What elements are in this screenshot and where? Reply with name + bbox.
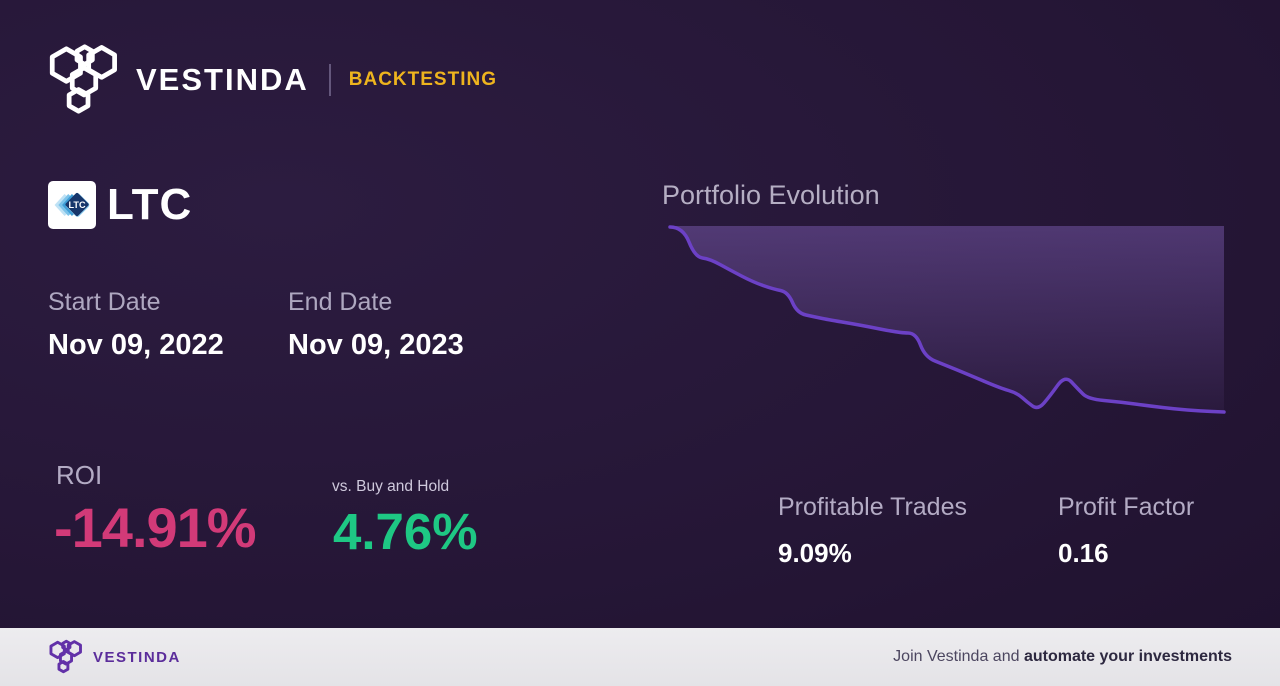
footer-brand-block: VESTINDA — [48, 639, 181, 675]
footer-cta-bold: automate your investments — [1023, 648, 1232, 665]
profitable-trades-value: 9.09% — [778, 538, 852, 568]
vs-buy-hold-label: vs. Buy and Hold — [332, 478, 450, 495]
vs-buy-hold-value: 4.76% — [333, 503, 478, 560]
vestinda-logo-icon — [49, 44, 117, 114]
start-date-label: Start Date — [48, 288, 161, 316]
asset-block: LTC LTC — [48, 180, 192, 230]
footer-vestinda-logo-icon — [49, 639, 82, 674]
footer-cta-regular: Join Vestinda and — [893, 648, 1024, 665]
footer: VESTINDA Join Vestinda and automate your… — [0, 628, 1280, 686]
profit-factor-value: 0.16 — [1058, 538, 1109, 568]
chart-line — [668, 225, 1226, 414]
profitable-trades-label: Profitable Trades — [778, 493, 967, 521]
profit-factor-label: Profit Factor — [1058, 493, 1195, 521]
roi-label: ROI — [56, 460, 103, 490]
header-divider — [328, 64, 331, 96]
svg-text:LTC: LTC — [68, 200, 86, 210]
footer-brand: VESTINDA — [93, 648, 181, 666]
end-date: End Date Nov 09, 2023 — [288, 288, 528, 362]
chart-area — [670, 226, 1224, 412]
ltc-coin-icon: LTC — [48, 181, 96, 229]
portfolio-chart — [668, 225, 1226, 416]
start-date-value: Nov 09, 2022 — [48, 329, 224, 361]
end-date-value: Nov 09, 2023 — [288, 329, 464, 361]
end-date-label: End Date — [288, 288, 393, 316]
backtesting-badge: BACKTESTING — [348, 69, 497, 90]
header: VESTINDA BACKTESTING — [46, 42, 497, 118]
date-range: Start Date Nov 09, 2022 End Date Nov 09,… — [48, 288, 528, 362]
asset-symbol: LTC — [107, 180, 193, 229]
roi-value: -14.91% — [54, 496, 257, 559]
start-date: Start Date Nov 09, 2022 — [48, 288, 288, 362]
brand-name: VESTINDA — [136, 62, 309, 97]
footer-cta-text: Join Vestinda and automate your investme… — [893, 648, 1232, 666]
chart-title: Portfolio Evolution — [662, 180, 880, 210]
